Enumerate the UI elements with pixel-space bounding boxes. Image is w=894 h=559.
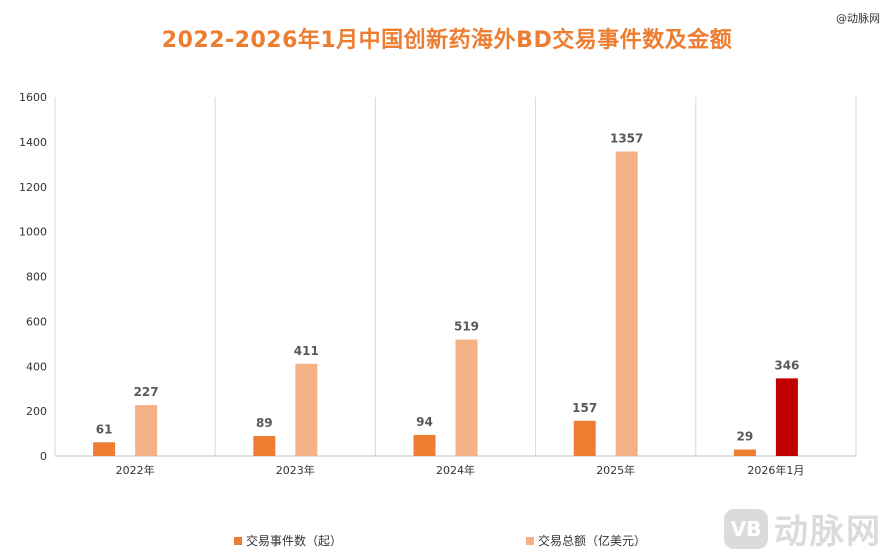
bar-events bbox=[93, 442, 116, 456]
y-tick-label: 1000 bbox=[19, 226, 47, 239]
source-tag: @动脉网 bbox=[836, 12, 880, 25]
x-tick-label: 2026年1月 bbox=[747, 463, 804, 477]
data-label-events: 157 bbox=[572, 401, 597, 415]
y-tick-label: 200 bbox=[26, 405, 47, 418]
x-tick-label: 2023年 bbox=[276, 463, 315, 477]
bar-amount bbox=[615, 151, 638, 456]
x-tick-label: 2024年 bbox=[436, 463, 475, 477]
y-tick-label: 600 bbox=[26, 315, 47, 328]
data-label-amount: 411 bbox=[294, 344, 319, 358]
legend-swatch-amount bbox=[526, 536, 534, 545]
legend-swatch-events bbox=[234, 536, 242, 545]
legend-label-amount: 交易总额（亿美元） bbox=[538, 534, 647, 548]
x-tick-label: 2025年 bbox=[596, 463, 635, 477]
data-label-amount: 519 bbox=[454, 320, 479, 334]
bar-amount bbox=[295, 363, 318, 456]
y-tick-label: 800 bbox=[26, 271, 47, 284]
data-label-events: 94 bbox=[416, 415, 433, 429]
data-label-amount: 227 bbox=[134, 385, 159, 399]
data-label-amount: 346 bbox=[774, 358, 799, 372]
watermark-brand: 动脉网 bbox=[774, 512, 882, 552]
bar-amount bbox=[455, 339, 478, 456]
bar-events bbox=[253, 436, 276, 456]
vb-logo-icon: VB bbox=[724, 508, 768, 549]
legend-item-amount: 交易总额（亿美元） bbox=[526, 532, 646, 549]
bar-events bbox=[733, 449, 756, 456]
bar-amount bbox=[775, 378, 798, 456]
data-label-events: 89 bbox=[256, 416, 273, 430]
y-tick-label: 0 bbox=[40, 450, 47, 463]
legend-item-events: 交易事件数（起） bbox=[234, 532, 342, 549]
y-tick-label: 1400 bbox=[19, 136, 47, 149]
legend: 交易事件数（起） 交易总额（亿美元） bbox=[0, 532, 894, 552]
bar-events bbox=[413, 434, 436, 456]
y-tick-label: 400 bbox=[26, 360, 47, 373]
legend-label-events: 交易事件数（起） bbox=[246, 534, 343, 548]
y-tick-label: 1200 bbox=[19, 181, 47, 194]
watermark: VB 动脉网 bbox=[724, 504, 882, 553]
chart-title: 2022-2026年1月中国创新药海外BD交易事件数及金额 bbox=[161, 28, 733, 53]
x-tick-label: 2022年 bbox=[116, 463, 155, 477]
y-tick-label: 1600 bbox=[19, 91, 47, 104]
data-label-amount: 1357 bbox=[610, 132, 643, 146]
bar-events bbox=[573, 420, 596, 456]
data-label-events: 29 bbox=[737, 429, 754, 443]
bar-amount bbox=[135, 405, 158, 456]
data-label-events: 61 bbox=[96, 422, 113, 436]
